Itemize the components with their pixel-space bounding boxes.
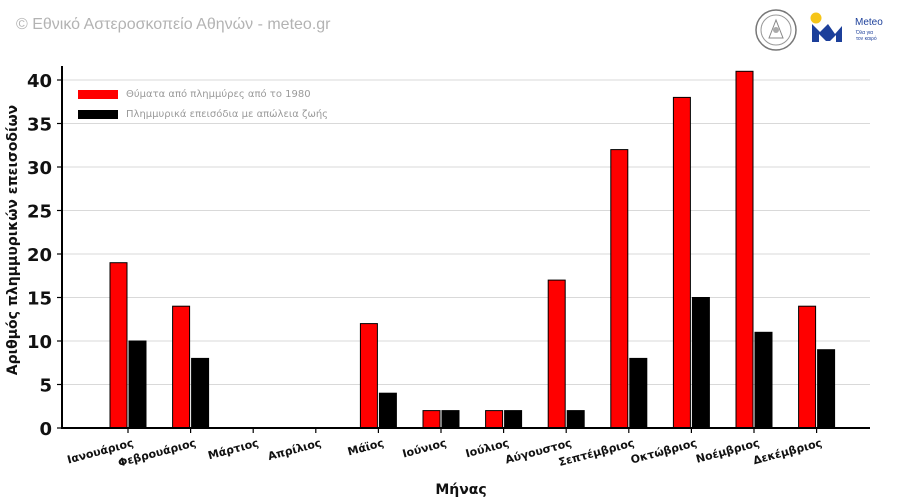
y-tick-label: 30	[27, 158, 52, 179]
y-tick-label: 20	[27, 245, 52, 266]
bar	[109, 262, 128, 429]
meteo-tagline-line-1: Όλα για	[856, 30, 874, 36]
meteo-brand-text: Meteo	[855, 17, 883, 28]
bar	[691, 297, 710, 429]
legend-item-fatal-episodes: Πλημμυρικά επεισόδια με απώλεια ζωής	[78, 104, 328, 124]
bar	[672, 96, 691, 429]
bar	[485, 410, 504, 429]
y-tick-label: 5	[39, 376, 52, 397]
meteo-logo-icon	[810, 12, 842, 42]
bar	[422, 410, 441, 429]
meteo-tagline: Όλα για τον καιρό	[856, 30, 877, 42]
legend-label-fatal-episodes: Πλημμυρικά επεισόδια με απώλεια ζωής	[126, 108, 329, 120]
y-tick-label: 25	[27, 202, 52, 223]
bar	[191, 357, 210, 429]
y-tick-label: 15	[27, 289, 52, 310]
y-tick-label: 0	[39, 419, 52, 440]
x-tick-label: Δεκέμβριος	[752, 436, 824, 467]
x-tick-label: Νοέμβριος	[695, 436, 761, 465]
bar	[566, 410, 585, 429]
legend-swatch-victims	[78, 89, 118, 99]
bar	[798, 305, 817, 429]
legend-label-victims: Θύματα από πλημμύρες από το 1980	[126, 88, 311, 100]
bar	[817, 349, 836, 429]
bar	[378, 392, 397, 429]
y-tick-label: 10	[27, 332, 52, 353]
bar	[547, 279, 566, 429]
x-tick-label: Ιούλιος	[464, 436, 510, 460]
bar	[128, 340, 147, 429]
copyright-credit: © Εθνικό Αστεροσκοπείο Αθηνών - meteo.gr	[16, 16, 331, 33]
x-tick-label: Μάρτιος	[207, 436, 260, 462]
bar	[610, 149, 629, 429]
bar	[735, 70, 754, 429]
x-tick-label: Μάϊος	[346, 436, 385, 458]
y-tick-label: 35	[27, 115, 52, 136]
x-axis-label: Μήνας	[435, 482, 487, 498]
meteo-tagline-line-2: τον καιρό	[856, 36, 877, 42]
bar	[441, 410, 460, 429]
chart-legend: Θύματα από πλημμύρες από το 1980 Πλημμυρ…	[78, 84, 328, 124]
bar	[754, 331, 773, 429]
seal-logo-icon	[755, 9, 797, 51]
y-tick-label: 40	[27, 71, 52, 92]
legend-swatch-fatal-episodes	[78, 109, 118, 119]
bar	[359, 323, 378, 429]
x-tick-label: Απρίλιος	[266, 436, 322, 463]
bar	[629, 357, 648, 429]
bar	[504, 410, 523, 429]
legend-item-victims: Θύματα από πλημμύρες από το 1980	[78, 84, 328, 104]
y-axis-label: Αριθμός πλημμυρικών επεισοδίων	[5, 104, 21, 376]
x-tick-label: Ιούνιος	[401, 436, 448, 460]
x-tick-label: Οκτώβριος	[629, 436, 698, 466]
bar	[172, 305, 191, 429]
